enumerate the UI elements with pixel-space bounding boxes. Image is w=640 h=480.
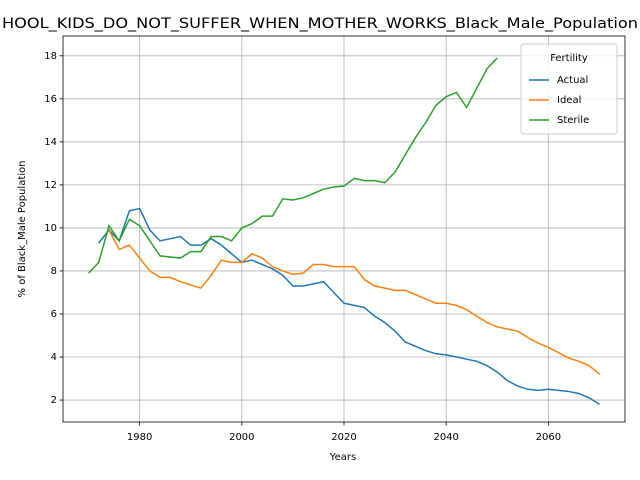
data-line [108, 229, 600, 375]
data-line [98, 207, 600, 405]
x-tick-label: 1980 [127, 432, 152, 443]
y-tick-label: 16 [44, 94, 57, 105]
data-line [88, 57, 498, 274]
plot-frame [62, 35, 626, 423]
legend-label: Actual [557, 75, 588, 86]
x-tick-label: 2020 [331, 432, 356, 443]
x-tick-label: 2040 [433, 432, 458, 443]
y-tick-label: 10 [44, 223, 57, 234]
x-axis-label: Years [329, 452, 356, 463]
y-tick-label: 4 [51, 352, 57, 363]
y-axis-label: % of Black_Male Population [17, 161, 28, 298]
y-tick-label: 18 [44, 51, 57, 62]
y-tick-label: 12 [44, 180, 57, 191]
legend-label: Ideal [557, 95, 581, 106]
legend-title: Fertility [550, 53, 588, 64]
y-tick-label: 8 [51, 266, 57, 277]
chart-title: HOOL_KIDS_DO_NOT_SUFFER_WHEN_MOTHER_WORK… [2, 16, 638, 32]
y-tick-label: 6 [51, 309, 57, 320]
legend-box [520, 43, 618, 135]
y-tick-label: 14 [44, 137, 57, 148]
y-tick-label: 2 [51, 395, 57, 406]
x-tick-label: 2060 [536, 432, 561, 443]
x-tick-label: 2000 [229, 432, 254, 443]
legend-label: Sterile [557, 115, 589, 126]
